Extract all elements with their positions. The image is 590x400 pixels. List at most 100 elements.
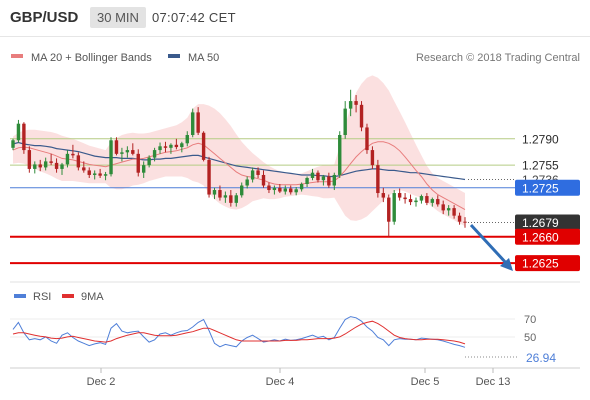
candle — [92, 170, 97, 180]
candle — [289, 185, 293, 195]
rsi-lines-layer — [12, 316, 466, 348]
candle — [267, 182, 271, 194]
candle-body — [191, 112, 195, 135]
bb-legend-swatch — [11, 54, 23, 58]
candle-body — [446, 208, 451, 211]
candle-body — [403, 197, 407, 200]
level-label-1-2725: 1.2725 — [522, 181, 559, 195]
price-labels-layer: 1.27901.27551.27361.27251.26791.26601.26… — [515, 132, 580, 272]
candle-body — [33, 164, 37, 169]
candle — [278, 184, 282, 194]
candle-body — [212, 190, 217, 195]
candle-body — [343, 108, 347, 135]
candle-body — [240, 185, 244, 196]
candle — [109, 137, 113, 177]
candle — [169, 143, 173, 154]
candle — [82, 161, 86, 173]
candle-body — [332, 174, 337, 186]
candle — [261, 170, 266, 188]
candle-body — [54, 162, 59, 169]
candle-body — [22, 123, 26, 151]
candle-body — [196, 112, 200, 133]
candle-body — [327, 176, 331, 186]
candle — [33, 161, 37, 174]
candle-body — [250, 170, 255, 180]
candle-body — [289, 188, 293, 193]
candle — [38, 159, 42, 172]
candle-body — [174, 144, 179, 148]
candle — [338, 131, 342, 178]
ma50-line — [12, 141, 466, 181]
level-badge-1-2660 — [515, 228, 580, 245]
candle — [212, 187, 217, 200]
candle-body — [49, 161, 53, 163]
candle — [60, 162, 64, 175]
candle — [11, 138, 15, 151]
candle-body — [430, 199, 435, 203]
candle — [294, 187, 298, 196]
candle-body — [98, 173, 102, 176]
candle-body — [114, 140, 119, 154]
candle-body — [87, 170, 91, 175]
candle — [180, 141, 184, 153]
rsi-line — [12, 316, 466, 348]
indicator-legend: MA 20 + Bollinger Bands MA 50 Research ©… — [11, 52, 580, 64]
ma50-legend-swatch — [168, 54, 180, 58]
ma20-line — [12, 141, 466, 211]
rsi-legend-swatch — [14, 294, 26, 298]
candle-body — [392, 193, 396, 222]
candle — [22, 122, 26, 154]
price-chart: MA 20 + Bollinger Bands MA 50 Research ©… — [10, 52, 580, 388]
candle-body — [463, 221, 467, 223]
candle-body — [234, 195, 238, 203]
candle — [397, 188, 402, 201]
candle — [387, 194, 391, 237]
candle — [87, 167, 91, 178]
candle — [250, 167, 255, 183]
candle-body — [147, 157, 151, 166]
candle-body — [65, 153, 70, 165]
ma9-legend-swatch — [62, 294, 74, 298]
candle — [158, 142, 162, 154]
candle — [463, 217, 467, 228]
candle-body — [387, 197, 391, 222]
candle-body — [414, 200, 418, 203]
candle — [163, 141, 168, 153]
candle — [419, 194, 424, 204]
candle — [359, 101, 364, 132]
candle — [147, 155, 151, 168]
candle — [27, 146, 32, 173]
candle — [332, 172, 337, 191]
candle-body — [60, 164, 64, 169]
candle-body — [131, 150, 135, 154]
moving-average-layer — [12, 141, 466, 211]
rsi-tick-70: 70 — [524, 314, 536, 326]
level-label-1-2790: 1.2790 — [522, 132, 559, 146]
candle-body — [321, 176, 326, 181]
level-badge-1-2725 — [515, 179, 580, 196]
timeframe-button[interactable]: 30 MIN — [90, 7, 146, 28]
candle — [125, 146, 130, 158]
candle-body — [11, 140, 15, 148]
candle — [354, 95, 358, 113]
candle-body — [185, 135, 189, 144]
candle-body — [348, 101, 353, 109]
candle — [316, 170, 320, 183]
bb-legend-label: MA 20 + Bollinger Bands — [31, 52, 152, 64]
level-label-1-2679: 1.2679 — [522, 216, 559, 230]
candle-body — [310, 172, 315, 178]
candle — [103, 171, 108, 181]
candle-body — [218, 190, 222, 198]
candle-body — [370, 150, 375, 166]
x-tick-label: Dec 4 — [266, 376, 295, 388]
candle-body — [180, 143, 184, 148]
candle-body — [299, 184, 304, 190]
candle-body — [27, 150, 32, 169]
candle-body — [82, 167, 86, 171]
candle — [414, 197, 418, 207]
level-badge-1-2679 — [515, 214, 580, 231]
candle-body — [338, 135, 342, 175]
candle-body — [376, 165, 380, 194]
candle-body — [38, 164, 42, 168]
bollinger-band-layer — [13, 75, 465, 227]
